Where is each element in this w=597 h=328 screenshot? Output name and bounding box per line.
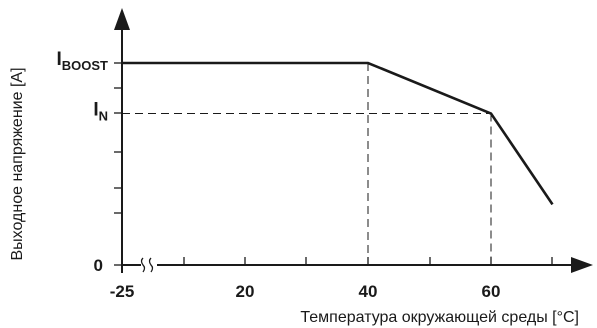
y-tick-label: 0 <box>94 256 103 275</box>
y-axis-label: Выходное напряжение [A] <box>9 67 26 260</box>
axes <box>114 8 593 273</box>
x-tick-label: -25 <box>110 282 135 301</box>
y-axis-arrow <box>114 8 130 30</box>
y-level-main: I <box>93 100 98 121</box>
x-tick-label: 60 <box>482 282 501 301</box>
x-tick-label: 20 <box>236 282 255 301</box>
guide-lines <box>122 63 492 265</box>
y-level-main: I <box>56 49 61 70</box>
y-level-label: IBOOST <box>56 49 108 73</box>
x-tick-label: 40 <box>359 282 378 301</box>
x-axis-label: Температура окружающей среды [°C] <box>300 309 579 326</box>
x-axis-arrow <box>571 257 593 273</box>
axis-break-mark <box>140 257 146 273</box>
y-level-sub: N <box>99 109 108 124</box>
y-level-sub: BOOST <box>62 58 108 73</box>
axis-break-mark <box>148 257 154 273</box>
series-line <box>122 61 554 206</box>
y-level-label: IN <box>93 100 108 124</box>
series <box>122 61 554 206</box>
